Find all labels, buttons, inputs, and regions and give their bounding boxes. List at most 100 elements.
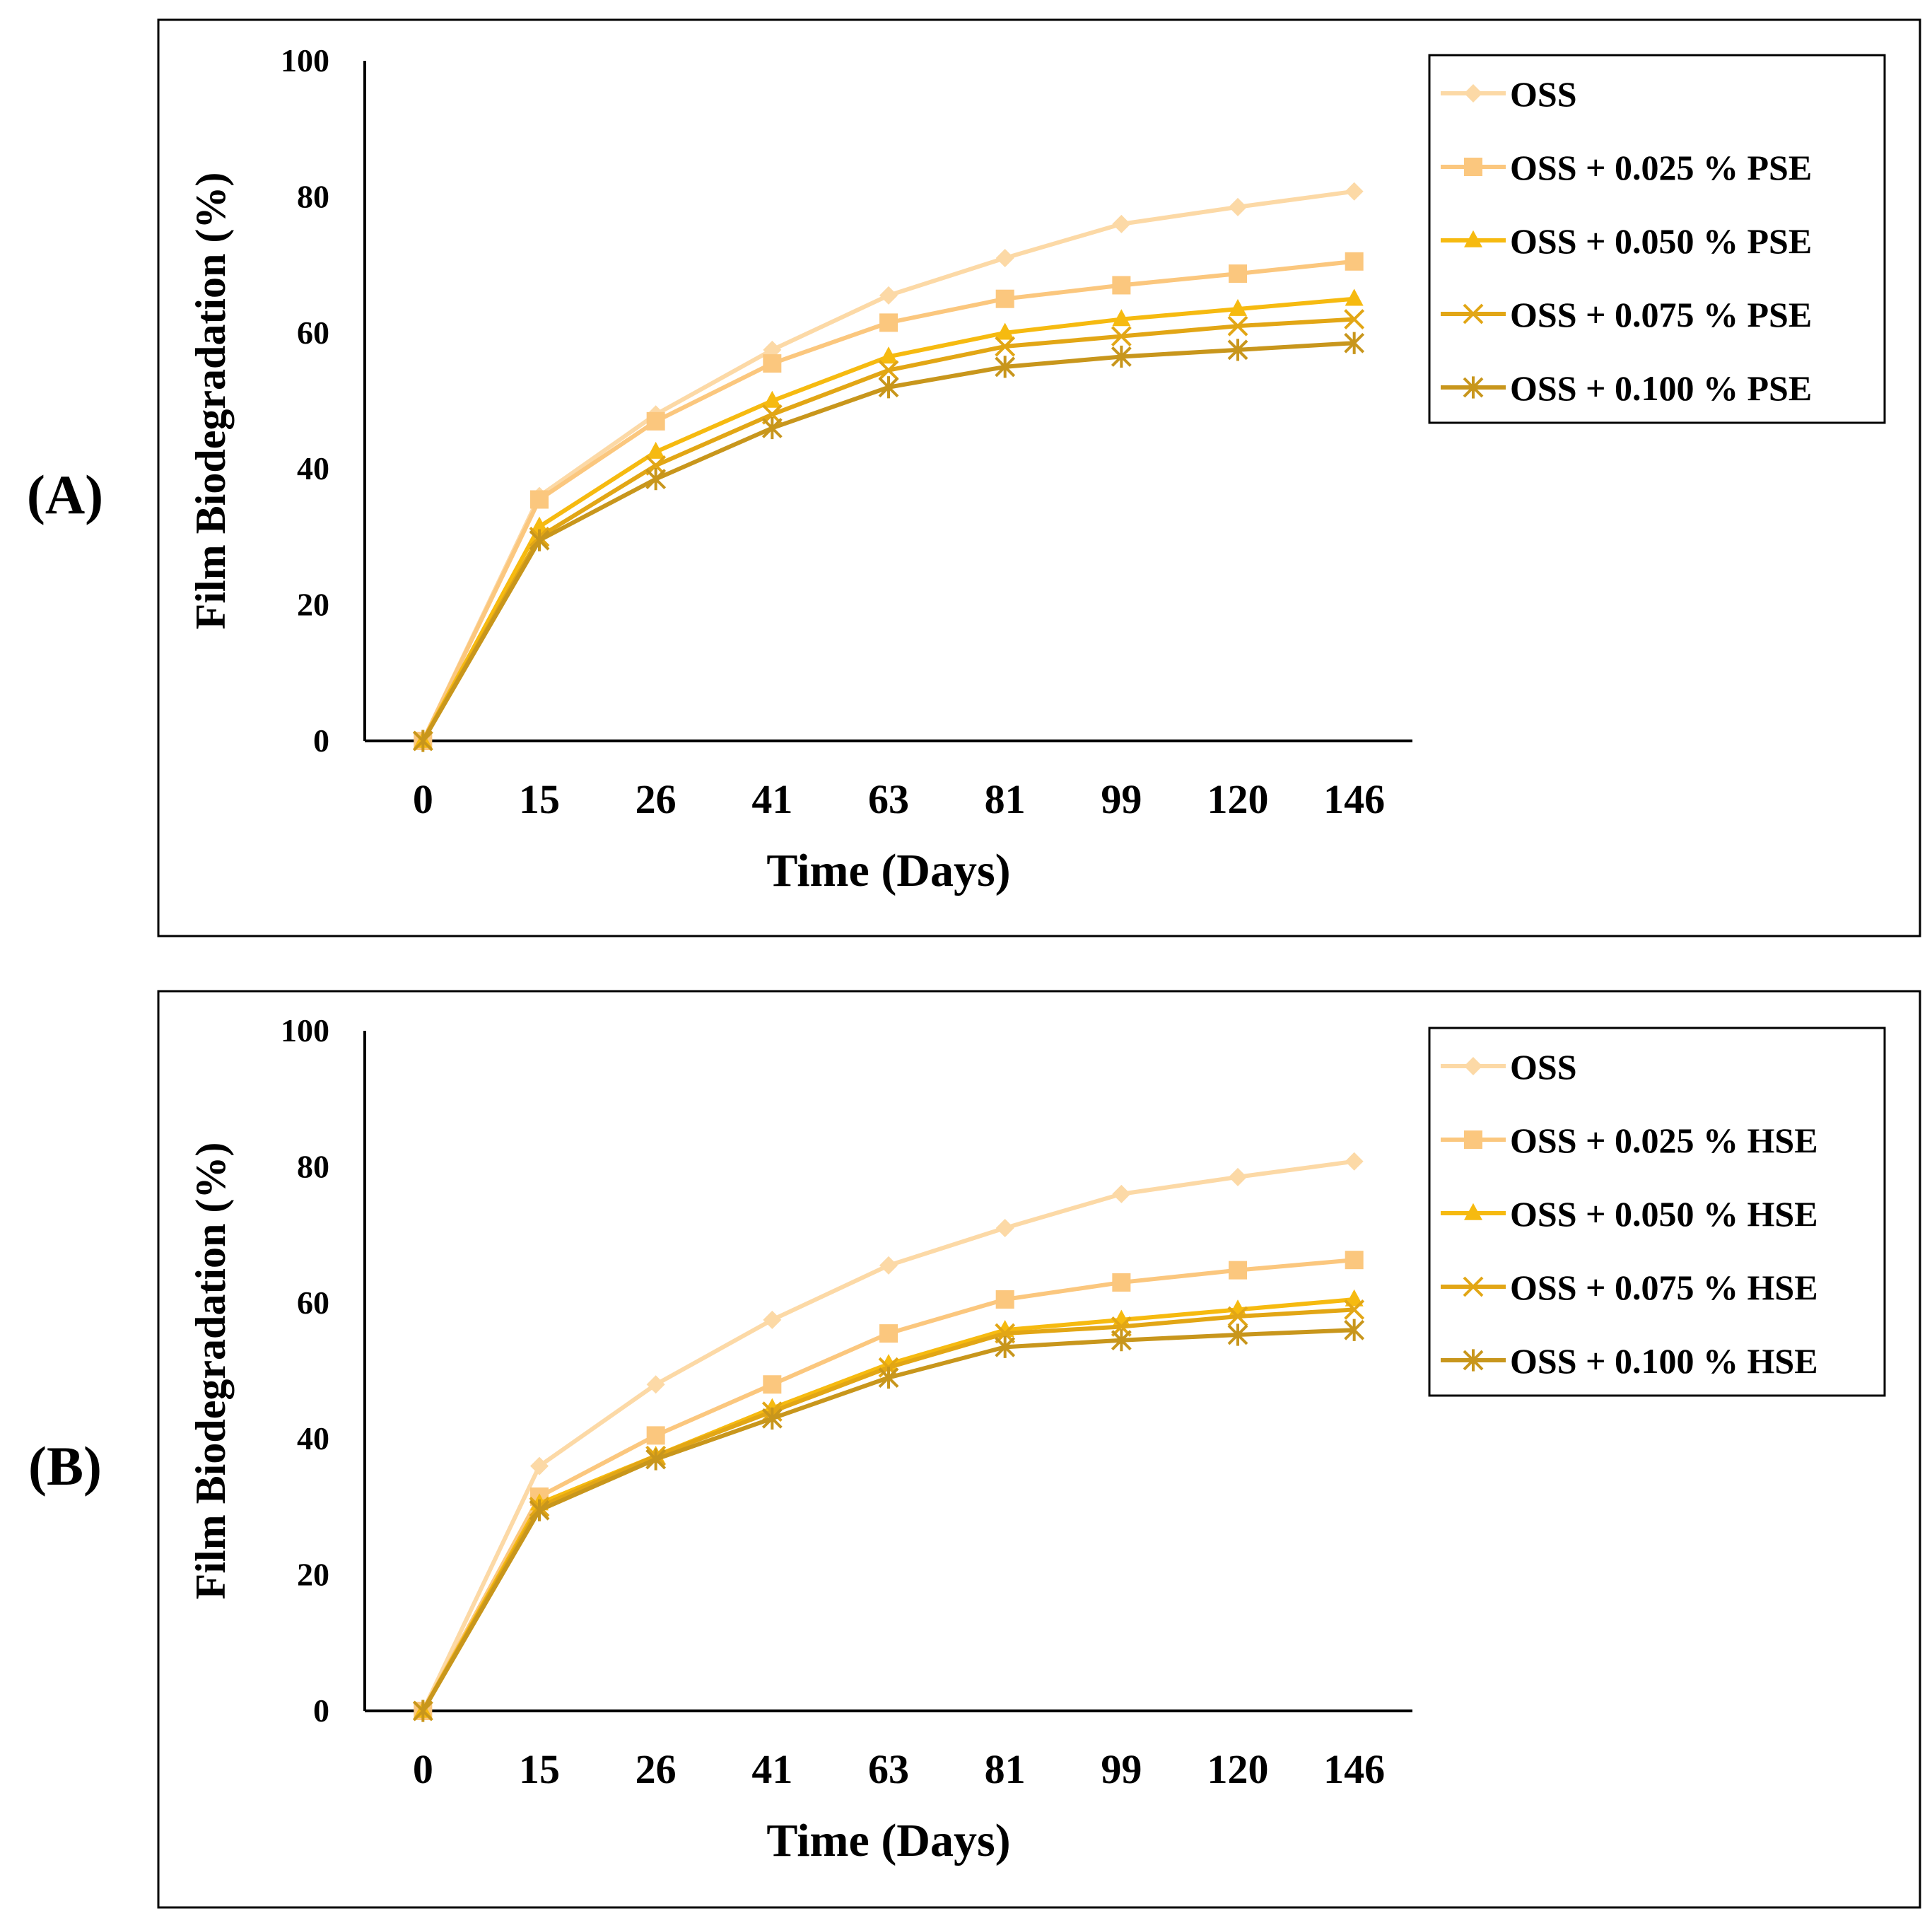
panel-label: (A) [27,464,103,525]
data-point [1229,1261,1247,1280]
data-point [995,1290,1014,1309]
y-tick-label: 60 [297,315,329,351]
x-tick-label: 41 [751,776,792,822]
legend-marker [1464,230,1482,247]
data-point [529,1499,550,1521]
data-point [878,360,899,381]
series-5 [412,1319,1365,1722]
x-tick-label: 41 [751,1746,792,1792]
series-line [421,259,1354,742]
x-tick-label: 146 [1323,776,1385,822]
data-point [763,354,782,373]
data-point [1112,214,1131,233]
x-tick-label: 15 [519,1746,560,1792]
series-2 [414,1251,1364,1720]
data-point [763,1375,782,1394]
data-point [1345,1152,1364,1171]
data-point [1345,252,1364,271]
data-point [530,490,549,509]
data-point [995,1218,1014,1237]
legend: OSS OSS + 0.025 % PSE OSS + 0.050 % PSE OSS… [1428,54,1886,424]
x-tick-label: 120 [1207,776,1269,822]
legend-marker [1463,1276,1484,1297]
legend-label: OSS + 0.050 % PSE [1510,221,1812,261]
legend-marker [1464,158,1482,176]
data-point [529,529,550,551]
data-point [1112,309,1131,327]
legend-marker [1463,1349,1484,1372]
data-point [1344,1319,1365,1341]
data-point [1111,345,1132,368]
data-point [1345,288,1364,306]
y-tick-label: 60 [297,1285,329,1321]
legend-marker [1464,1057,1482,1075]
data-point [1344,332,1365,354]
data-point [646,441,665,459]
data-point [995,289,1014,308]
legend-entry: OSS + 0.075 % HSE [1441,1268,1818,1307]
data-point [879,313,898,332]
data-point [1229,298,1247,316]
legend-label: OSS + 0.025 % PSE [1510,148,1812,187]
legend-label: OSS + 0.100 % PSE [1510,368,1812,408]
data-point [412,730,433,752]
series-1 [414,1152,1364,1720]
x-tick-label: 120 [1207,1746,1269,1792]
legend-box [1428,1027,1886,1397]
y-axis-title: Film Biodegradation (%) [187,173,234,630]
series-line [421,296,1354,742]
x-tick-label: 81 [985,776,1026,822]
data-point [1111,326,1132,347]
legend: OSS OSS + 0.025 % HSE OSS + 0.050 % HSE OSS… [1428,1027,1886,1397]
legend-label: OSS [1510,1047,1577,1087]
x-tick-label: 99 [1101,776,1142,822]
panel-label: (B) [28,1435,102,1497]
data-point [1229,197,1247,216]
y-axis-title: Film Biodegradation (%) [187,1142,234,1600]
legend-entry: OSS + 0.050 % HSE [1441,1194,1818,1234]
data-point [646,411,665,431]
legend-entry: OSS [1441,74,1577,114]
data-point [879,286,898,305]
legend-label: OSS + 0.025 % HSE [1510,1121,1818,1160]
legend-label: OSS + 0.075 % PSE [1510,295,1812,334]
legend-entry: OSS + 0.050 % PSE [1441,221,1812,261]
data-point [995,322,1014,340]
data-point [878,1367,899,1389]
data-point [1229,264,1247,284]
data-point [1227,339,1248,361]
y-tick-label: 100 [281,1012,329,1048]
legend-entry: OSS + 0.025 % PSE [1441,148,1812,187]
x-axis-title: Time (Days) [766,1815,1010,1866]
data-point [995,356,1016,378]
data-point [879,1324,898,1343]
data-point [995,248,1014,267]
x-tick-label: 63 [868,776,909,822]
x-tick-label: 99 [1101,1746,1142,1792]
data-point [1227,315,1248,337]
panel-frame [157,990,1921,1909]
series-line [421,189,1355,742]
y-tick-label: 20 [297,1557,329,1593]
x-tick-label: 26 [636,776,677,822]
data-point [1344,1299,1365,1320]
data-point [412,1700,433,1722]
data-point [1112,1184,1131,1203]
data-point [646,1426,665,1445]
y-tick-label: 0 [313,723,329,759]
legend-marker [1464,84,1482,103]
data-point [1229,1167,1247,1186]
x-tick-label: 146 [1323,1746,1385,1792]
chart-panel-a: (A) 0 20 40 60 80 100 0 15 26 41 63 81 99 120 146 Time (… [27,18,1921,937]
data-point [1345,182,1364,201]
legend-label: OSS + 0.075 % HSE [1510,1268,1818,1307]
data-point [1227,1306,1248,1327]
data-point [1227,1323,1248,1346]
legend-label: OSS [1510,74,1577,114]
panel-frame [157,18,1921,937]
data-point [645,468,667,491]
data-point [995,336,1016,357]
data-point [763,390,782,408]
data-point [646,1375,665,1394]
data-point [761,416,783,440]
